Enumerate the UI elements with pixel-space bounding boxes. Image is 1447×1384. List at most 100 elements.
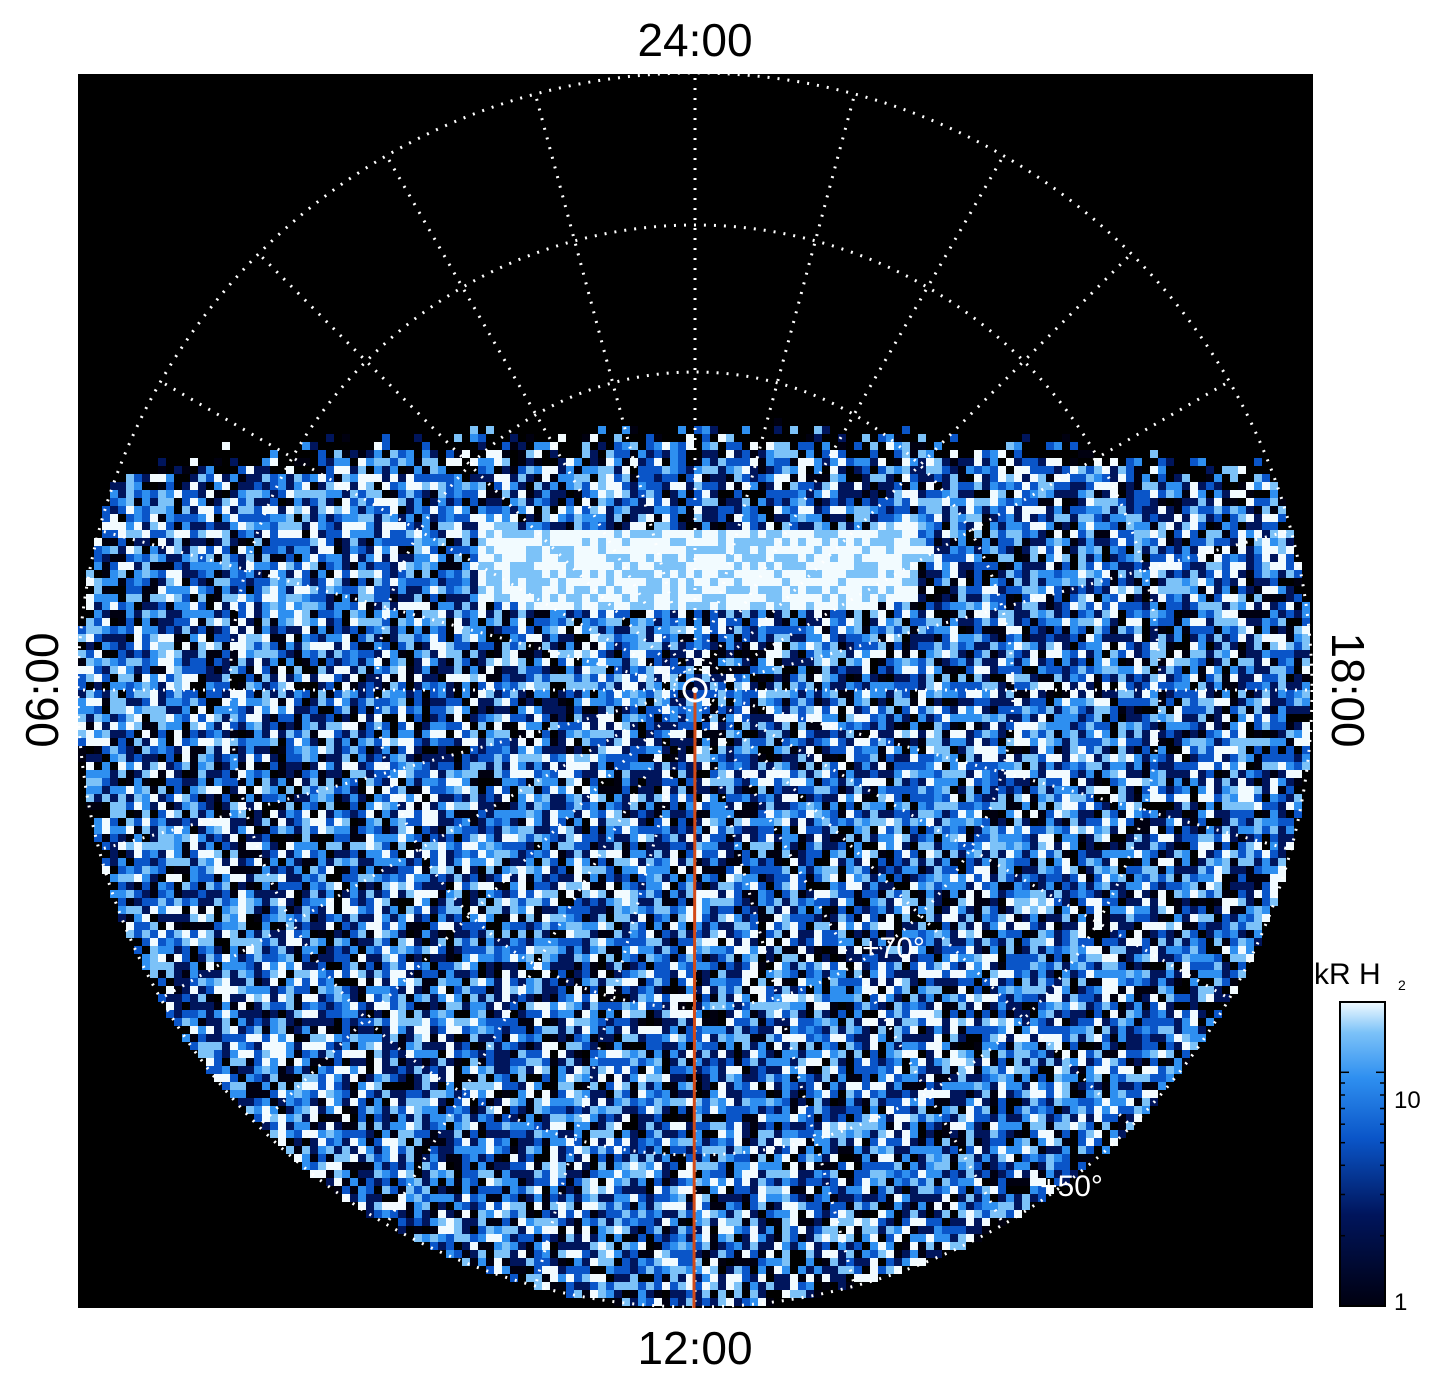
emission-pixel	[150, 626, 158, 634]
emission-pixel	[1030, 514, 1038, 522]
emission-pixel	[950, 658, 958, 666]
emission-pixel	[1086, 634, 1094, 642]
emission-pixel	[1198, 554, 1206, 562]
emission-pixel	[998, 634, 1006, 642]
emission-pixel	[902, 546, 910, 554]
emission-pixel	[326, 618, 334, 626]
emission-pixel	[814, 586, 822, 594]
emission-pixel	[158, 506, 166, 514]
emission-pixel	[1254, 642, 1262, 650]
emission-pixel	[414, 466, 422, 474]
emission-pixel	[1030, 458, 1038, 466]
emission-pixel	[582, 626, 590, 634]
emission-pixel	[134, 586, 142, 594]
emission-pixel	[406, 498, 414, 506]
emission-pixel	[862, 634, 870, 642]
emission-pixel	[1110, 562, 1118, 570]
emission-pixel	[1070, 706, 1078, 714]
emission-pixel	[1278, 570, 1286, 578]
emission-pixel	[478, 610, 486, 618]
emission-pixel	[494, 682, 502, 690]
emission-pixel	[222, 738, 230, 746]
emission-pixel	[1062, 682, 1070, 690]
emission-pixel	[462, 450, 470, 458]
emission-pixel	[1198, 546, 1206, 554]
emission-pixel	[1038, 578, 1046, 586]
emission-pixel	[142, 618, 150, 626]
emission-pixel	[422, 474, 430, 482]
emission-pixel	[1014, 626, 1022, 634]
emission-pixel	[638, 514, 646, 522]
emission-pixel	[1254, 634, 1262, 642]
emission-pixel	[574, 682, 582, 690]
emission-pixel	[750, 514, 758, 522]
emission-pixel	[958, 674, 966, 682]
emission-pixel	[462, 506, 470, 514]
emission-pixel	[934, 682, 942, 690]
emission-pixel	[774, 538, 782, 546]
emission-pixel	[686, 498, 694, 506]
emission-pixel	[702, 722, 710, 730]
emission-pixel	[326, 546, 334, 554]
emission-pixel	[662, 690, 670, 698]
emission-pixel	[502, 626, 510, 634]
emission-pixel	[1270, 722, 1278, 730]
emission-pixel	[1262, 602, 1270, 610]
emission-pixel	[1078, 450, 1086, 458]
emission-pixel	[830, 458, 838, 466]
emission-pixel	[446, 554, 454, 562]
emission-pixel	[358, 578, 366, 586]
emission-pixel	[806, 490, 814, 498]
emission-pixel	[926, 458, 934, 466]
emission-pixel	[870, 506, 878, 514]
emission-pixel	[494, 658, 502, 666]
emission-pixel	[630, 618, 638, 626]
emission-pixel	[670, 706, 678, 714]
emission-pixel	[1238, 466, 1246, 474]
emission-pixel	[814, 722, 822, 730]
emission-pixel	[774, 498, 782, 506]
emission-pixel	[806, 642, 814, 650]
emission-pixel	[174, 730, 182, 738]
emission-pixel	[278, 610, 286, 618]
emission-pixel	[830, 642, 838, 650]
emission-pixel	[502, 618, 510, 626]
emission-pixel	[1174, 674, 1182, 682]
emission-pixel	[1070, 730, 1078, 738]
emission-pixel	[86, 642, 94, 650]
emission-pixel	[798, 522, 806, 530]
emission-pixel	[486, 506, 494, 514]
emission-pixel	[830, 466, 838, 474]
emission-pixel	[1190, 522, 1198, 530]
emission-pixel	[86, 618, 94, 626]
emission-pixel	[822, 602, 830, 610]
emission-pixel	[838, 682, 846, 690]
emission-pixel	[750, 530, 758, 538]
emission-pixel	[126, 578, 134, 586]
emission-pixel	[550, 594, 558, 602]
emission-pixel	[670, 626, 678, 634]
emission-pixel	[374, 450, 382, 458]
emission-pixel	[934, 658, 942, 666]
emission-pixel	[406, 738, 414, 746]
emission-pixel	[1062, 434, 1070, 442]
emission-pixel	[462, 522, 470, 530]
emission-pixel	[1214, 514, 1222, 522]
emission-pixel	[238, 698, 246, 706]
emission-pixel	[1094, 514, 1102, 522]
emission-pixel	[646, 474, 654, 482]
emission-pixel	[1222, 618, 1230, 626]
emission-pixel	[486, 642, 494, 650]
emission-pixel	[1126, 538, 1134, 546]
emission-pixel	[894, 634, 902, 642]
emission-pixel	[718, 538, 726, 546]
emission-pixel	[1030, 698, 1038, 706]
emission-pixel	[782, 626, 790, 634]
emission-pixel	[374, 522, 382, 530]
emission-pixel	[926, 554, 934, 562]
emission-pixel	[1198, 626, 1206, 634]
emission-pixel	[982, 458, 990, 466]
emission-pixel	[582, 658, 590, 666]
emission-pixel	[254, 658, 262, 666]
emission-pixel	[166, 514, 174, 522]
